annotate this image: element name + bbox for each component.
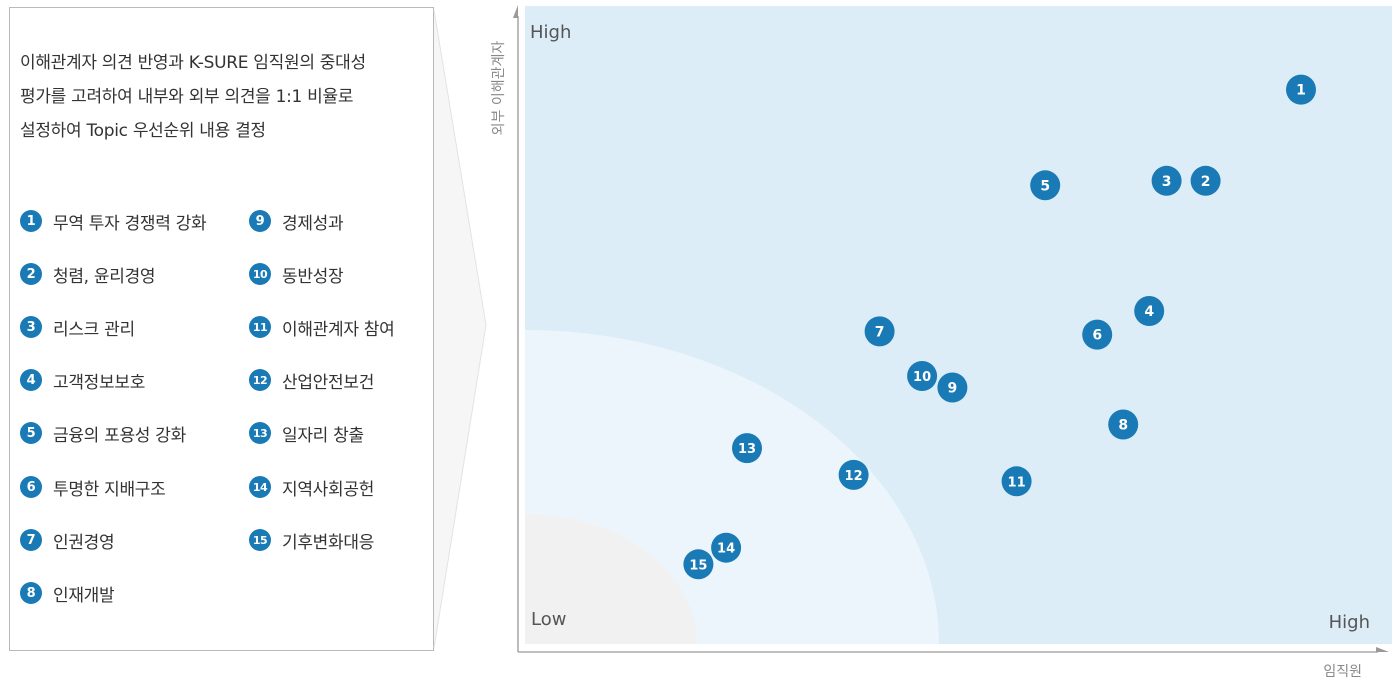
point-marker	[1190, 165, 1221, 196]
connector-wedge	[434, 10, 486, 648]
legend-badge: 9	[249, 210, 271, 232]
legend-label: 청렴, 윤리경영	[53, 266, 156, 287]
legend-label: 동반성장	[282, 266, 344, 287]
legend-badge: 6	[20, 476, 42, 498]
x-axis-label: 임직원	[1323, 664, 1362, 680]
legend-badge: 5	[20, 422, 42, 444]
legend-item: 3 리스크 관리	[20, 314, 135, 340]
connector-edge	[433, 9, 487, 649]
y-axis-label: 외부 이해관계자	[491, 41, 507, 136]
legend-item: 5 금융의 포용성 강화	[20, 420, 186, 446]
legend-label: 리스크 관리	[53, 319, 135, 340]
point-marker	[711, 532, 742, 563]
point-label: 2	[1201, 174, 1211, 190]
point-marker	[907, 361, 938, 391]
legend-label: 투명한 지배구조	[53, 479, 166, 500]
point-label: 1	[1296, 83, 1306, 99]
origin-label: Low	[531, 609, 566, 630]
x-high-label: High	[1329, 612, 1370, 633]
point-label: 12	[845, 469, 863, 484]
legend-item: 8 인재개발	[20, 580, 115, 606]
point-label: 4	[1144, 304, 1154, 320]
legend-badge: 13	[249, 422, 271, 444]
legend-panel: 이해관계자 의견 반영과 K-SURE 임직원의 중대성 평가를 고려하여 내부…	[9, 7, 434, 651]
legend-label: 무역 투자 경쟁력 강화	[53, 213, 207, 234]
legend-label: 인권경영	[53, 532, 115, 553]
legend-label: 지역사회공헌	[282, 479, 375, 500]
legend-item: 14 지역사회공헌	[249, 474, 374, 500]
y-high-label: High	[530, 22, 571, 43]
legend-label: 고객정보보호	[53, 372, 146, 393]
legend-item: 6 투명한 지배구조	[20, 474, 166, 500]
point-marker	[1134, 296, 1165, 326]
legend-label: 일자리 창출	[282, 425, 364, 446]
point-marker	[937, 372, 968, 403]
point-label: 14	[717, 542, 735, 557]
legend-badge: 10	[249, 263, 271, 285]
legend-label: 금융의 포용성 강화	[53, 425, 186, 446]
legend-item: 9 경제성과	[249, 208, 344, 234]
point-label: 11	[1008, 475, 1026, 490]
description-line: 설정하여 Topic 우선순위 내용 결정	[20, 121, 266, 141]
legend-badge: 12	[249, 369, 271, 391]
legend-item: 7 인권경영	[20, 527, 115, 553]
point-marker	[864, 316, 895, 347]
point-label: 7	[875, 324, 885, 340]
point-label: 8	[1118, 418, 1128, 434]
legend-badge: 2	[20, 263, 42, 285]
point-marker	[1108, 409, 1139, 440]
legend-item: 2 청렴, 윤리경영	[20, 261, 156, 287]
legend-label: 인재개발	[53, 585, 115, 606]
legend-item: 4 고객정보보호	[20, 367, 145, 393]
legend-badge: 4	[20, 369, 42, 391]
y-axis-arrow	[513, 5, 518, 18]
legend-badge: 15	[249, 529, 271, 551]
legend-label: 산업안전보건	[282, 372, 375, 393]
point-label: 6	[1092, 328, 1102, 344]
point-label: 3	[1162, 174, 1172, 190]
x-axis-arrow	[1376, 647, 1389, 652]
legend-item: 15 기후변화대응	[249, 527, 374, 553]
legend-item: 13 일자리 창출	[249, 420, 364, 446]
point-label: 5	[1040, 178, 1050, 194]
point-label: 15	[689, 558, 707, 573]
point-label: 9	[948, 381, 958, 397]
point-marker	[683, 549, 714, 580]
legend-label: 경제성과	[282, 213, 344, 234]
description-line: 평가를 고려하여 내부와 외부 의견을 1:1 비율로	[20, 87, 354, 107]
legend-badge: 11	[249, 316, 271, 338]
legend-label: 이해관계자 참여	[282, 319, 395, 340]
legend-badge: 8	[20, 582, 42, 604]
legend-item: 10 동반성장	[249, 261, 344, 287]
description-line: 이해관계자 의견 반영과 K-SURE 임직원의 중대성	[20, 53, 366, 73]
description-text: 이해관계자 의견 반영과 K-SURE 임직원의 중대성 평가를 고려하여 내부…	[20, 46, 430, 148]
legend-badge: 1	[20, 210, 42, 232]
point-marker	[1082, 319, 1113, 350]
point-marker	[732, 433, 762, 464]
point-marker	[1286, 74, 1316, 105]
legend-badge: 3	[20, 316, 42, 338]
legend-item: 11 이해관계자 참여	[249, 314, 395, 340]
point-label: 13	[738, 442, 756, 457]
point-label: 10	[913, 370, 931, 385]
legend-badge: 14	[249, 476, 271, 498]
zone-low	[525, 514, 697, 644]
point-marker	[838, 459, 869, 490]
point-marker	[1001, 466, 1032, 497]
legend-item: 12 산업안전보건	[249, 367, 374, 393]
legend-badge: 7	[20, 529, 42, 551]
legend-label: 기후변화대응	[282, 532, 375, 553]
point-marker	[1030, 170, 1061, 201]
point-marker	[1151, 165, 1182, 196]
legend-item: 1 무역 투자 경쟁력 강화	[20, 208, 207, 234]
